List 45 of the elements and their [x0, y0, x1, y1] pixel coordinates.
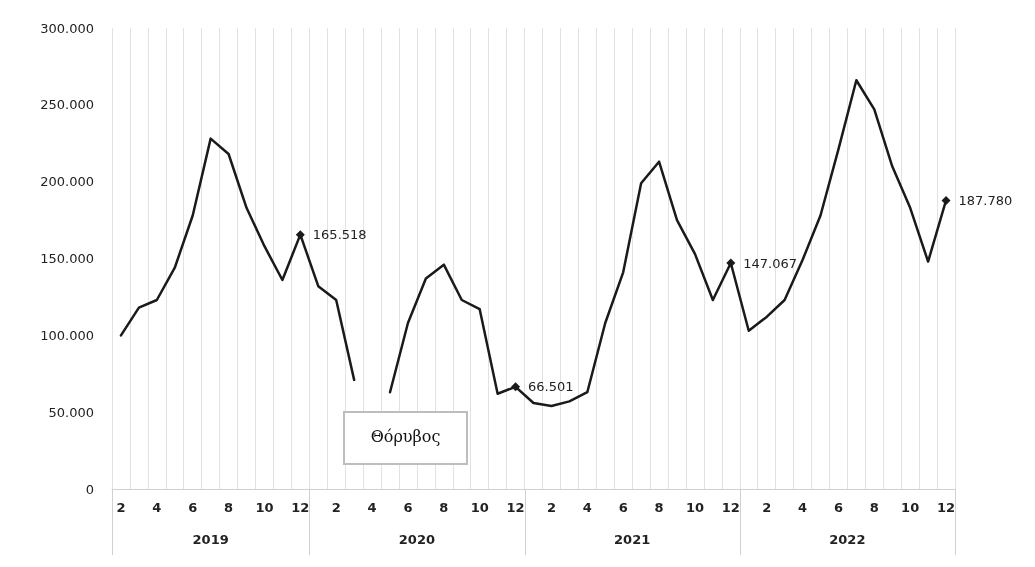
- x-tick-label: 4: [367, 500, 377, 515]
- point: [941, 195, 951, 205]
- data-label: 187.780: [958, 192, 1013, 208]
- y-tick-label: 150.000: [40, 251, 94, 266]
- x-tick-label: 6: [618, 500, 628, 515]
- note-box: Θόρυβος: [343, 411, 468, 465]
- point: [726, 258, 736, 268]
- x-tick-label: 2: [546, 500, 556, 515]
- annotation: Θόρυβος: [369, 427, 442, 446]
- x-tick-label: 12: [506, 500, 525, 515]
- y-tick-label: 50.000: [48, 404, 94, 420]
- x-tick-label: 8: [439, 500, 449, 515]
- y-tick-label: 250.000: [40, 97, 94, 113]
- x-tick-label: 6: [833, 500, 843, 515]
- x-tick-label: 12: [291, 500, 310, 515]
- x-tick-label: 12: [936, 500, 956, 515]
- x-tick-label: 2: [331, 500, 341, 515]
- y-tick-label: 300.000: [40, 20, 94, 36]
- x-tick-label: 8: [869, 500, 879, 515]
- point: [511, 382, 521, 392]
- data-label: 66.501: [528, 379, 574, 395]
- x-tick-label: 6: [403, 500, 413, 515]
- x-tick-label: 10: [685, 500, 704, 515]
- x-tick-label: 8: [224, 500, 234, 515]
- x-tick-label: 2: [116, 500, 126, 515]
- y-tick-label: 200.000: [40, 174, 94, 190]
- point: [295, 230, 305, 240]
- x-tick-label: 10: [901, 500, 920, 515]
- data-label: 147.067: [743, 255, 798, 271]
- x-tick-label: 6: [188, 500, 198, 515]
- y-tick-label: 0: [85, 481, 94, 497]
- x-tick-label: 2: [762, 500, 772, 515]
- x-tick-label: 12: [721, 500, 740, 515]
- y-tick-label: 100.000: [40, 327, 94, 343]
- x-tick-label: 10: [255, 500, 274, 515]
- x-tick-label: 8: [654, 500, 664, 515]
- x-tick-label: 4: [152, 500, 162, 515]
- x-tick-label: 10: [470, 500, 489, 515]
- x-tick-label: 4: [798, 500, 808, 515]
- text: 2020: [397, 532, 436, 547]
- data-label: 165.518: [312, 227, 367, 243]
- x-tick-label: 4: [582, 500, 592, 515]
- text: 2022: [828, 532, 867, 547]
- text: 2019: [191, 532, 230, 547]
- text: 2021: [613, 532, 652, 547]
